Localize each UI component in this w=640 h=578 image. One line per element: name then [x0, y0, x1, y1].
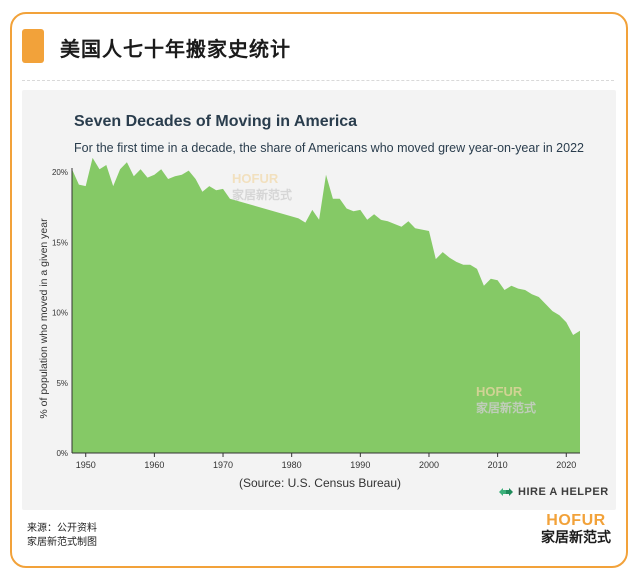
x-tick-label: 1970: [213, 460, 233, 470]
y-tick-label: 0%: [56, 449, 68, 458]
y-tick-label: 5%: [56, 379, 68, 388]
y-tick-label: 15%: [52, 238, 68, 247]
y-tick-label: 10%: [52, 309, 68, 318]
watermark-en: HOFUR: [232, 171, 279, 186]
title-accent-bar: [22, 29, 44, 63]
x-tick-label: 1950: [76, 460, 96, 470]
hofur-logo-en: HOFUR: [546, 512, 606, 529]
footer-source-line2: 家居新范式制图: [27, 537, 97, 548]
chart-title: Seven Decades of Moving in America: [74, 113, 358, 130]
x-tick-label: 1990: [350, 460, 370, 470]
x-tick-label: 2000: [419, 460, 439, 470]
watermark-cn-2: 家居新范式: [476, 401, 537, 415]
watermark-en-2: HOFUR: [476, 384, 523, 399]
page-title: 美国人七十年搬家史统计: [60, 37, 291, 61]
footer-source: 来源：公开资料 家居新范式制图: [27, 522, 97, 550]
watermark-cn: 家居新范式: [232, 188, 293, 202]
y-axis-label: % of population who moved in a given yea…: [38, 218, 50, 419]
hireahelper-logo-icon: [499, 488, 513, 496]
title-divider: [22, 80, 614, 81]
y-tick-label: 20%: [52, 168, 68, 177]
hireahelper-brand-text: HIRE A HELPER: [518, 486, 609, 498]
x-tick-label: 2020: [556, 460, 576, 470]
hireahelper-brand: HIRE A HELPER: [498, 484, 609, 500]
footer-source-line1: 来源：公开资料: [27, 523, 97, 534]
hofur-logo-cn: 家居新范式: [541, 530, 611, 546]
hofur-logo: HOFUR 家居新范式: [535, 512, 617, 547]
x-tick-label: 1960: [144, 460, 164, 470]
area-series: [72, 157, 580, 453]
x-tick-label: 2010: [488, 460, 508, 470]
chart-source-note: (Source: U.S. Census Bureau): [238, 476, 402, 490]
x-tick-label: 1980: [282, 460, 302, 470]
chart-subtitle: For the first time in a decade, the shar…: [74, 141, 584, 155]
